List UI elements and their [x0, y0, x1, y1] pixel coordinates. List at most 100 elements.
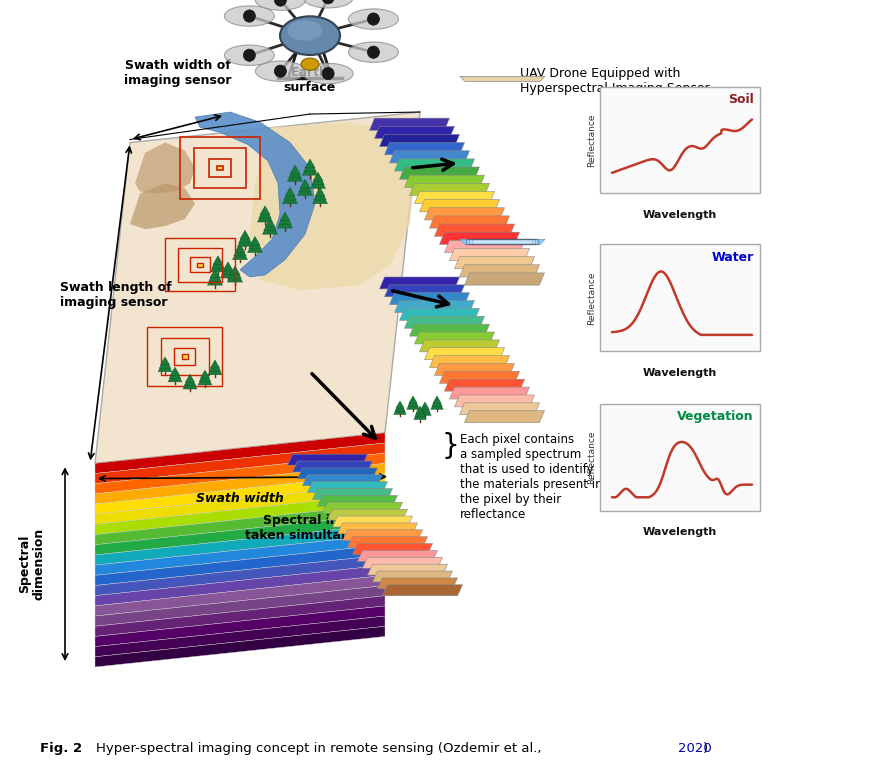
- Circle shape: [323, 0, 334, 4]
- Polygon shape: [184, 375, 196, 385]
- Polygon shape: [464, 273, 545, 285]
- Polygon shape: [240, 230, 250, 239]
- Polygon shape: [158, 360, 172, 372]
- Polygon shape: [313, 172, 323, 181]
- Polygon shape: [419, 200, 500, 212]
- Polygon shape: [195, 112, 315, 277]
- Text: Wavelength: Wavelength: [643, 367, 717, 378]
- Polygon shape: [95, 473, 385, 514]
- Polygon shape: [396, 401, 404, 409]
- Polygon shape: [95, 555, 385, 596]
- Polygon shape: [332, 516, 413, 527]
- Circle shape: [275, 65, 286, 77]
- Polygon shape: [357, 551, 438, 562]
- Polygon shape: [95, 566, 385, 606]
- Polygon shape: [284, 189, 296, 200]
- Polygon shape: [95, 443, 385, 484]
- Polygon shape: [369, 118, 449, 130]
- Polygon shape: [449, 249, 530, 261]
- Text: Wavelength: Wavelength: [643, 210, 717, 220]
- Circle shape: [368, 46, 379, 58]
- Polygon shape: [460, 239, 545, 244]
- Polygon shape: [159, 358, 171, 368]
- Polygon shape: [213, 256, 223, 264]
- Polygon shape: [408, 397, 418, 406]
- Polygon shape: [283, 190, 298, 204]
- Polygon shape: [432, 396, 441, 403]
- Ellipse shape: [303, 63, 354, 83]
- Polygon shape: [405, 317, 485, 328]
- Polygon shape: [323, 502, 402, 513]
- Polygon shape: [198, 373, 212, 385]
- Text: }: }: [441, 432, 459, 460]
- Polygon shape: [95, 484, 385, 524]
- Polygon shape: [368, 564, 447, 575]
- Polygon shape: [460, 264, 540, 277]
- Polygon shape: [228, 269, 243, 282]
- Text: Fig. 2: Fig. 2: [40, 742, 82, 755]
- FancyBboxPatch shape: [472, 239, 532, 244]
- Bar: [165, 238, 235, 291]
- Polygon shape: [419, 340, 500, 352]
- Polygon shape: [299, 181, 311, 192]
- Polygon shape: [289, 167, 301, 178]
- Polygon shape: [95, 534, 385, 576]
- Polygon shape: [347, 537, 428, 548]
- Polygon shape: [259, 207, 271, 218]
- Polygon shape: [95, 606, 385, 647]
- Polygon shape: [343, 530, 423, 541]
- Polygon shape: [95, 433, 385, 473]
- Polygon shape: [379, 134, 460, 147]
- Text: Water: Water: [711, 250, 754, 264]
- Polygon shape: [464, 411, 545, 423]
- Ellipse shape: [255, 61, 306, 81]
- Polygon shape: [421, 402, 429, 410]
- Polygon shape: [302, 162, 317, 176]
- Text: Spectral images
taken simultaneously: Spectral images taken simultaneously: [245, 514, 395, 542]
- Text: UAV Drone Equipped with
Hyperspectral Imaging Sensor: UAV Drone Equipped with Hyperspectral Im…: [520, 67, 710, 95]
- Circle shape: [244, 49, 255, 62]
- Polygon shape: [385, 143, 464, 154]
- Polygon shape: [285, 187, 295, 197]
- Polygon shape: [390, 292, 470, 305]
- Polygon shape: [390, 151, 470, 163]
- Polygon shape: [200, 370, 210, 378]
- Polygon shape: [419, 405, 431, 416]
- Text: Swath width: Swath width: [196, 492, 284, 505]
- Polygon shape: [338, 523, 417, 534]
- Polygon shape: [183, 377, 197, 389]
- Polygon shape: [377, 578, 457, 589]
- Polygon shape: [265, 218, 275, 227]
- Polygon shape: [234, 245, 246, 256]
- Polygon shape: [211, 259, 226, 272]
- Polygon shape: [235, 243, 245, 253]
- Polygon shape: [260, 206, 270, 215]
- Text: Reflectance: Reflectance: [587, 113, 596, 167]
- Bar: [182, 354, 188, 359]
- Polygon shape: [394, 159, 475, 171]
- Polygon shape: [230, 266, 240, 275]
- Polygon shape: [223, 262, 233, 271]
- Polygon shape: [199, 371, 211, 381]
- Polygon shape: [304, 161, 316, 172]
- Polygon shape: [170, 367, 180, 375]
- Polygon shape: [310, 176, 325, 189]
- Ellipse shape: [280, 16, 340, 55]
- Bar: [198, 263, 203, 267]
- Polygon shape: [160, 357, 169, 365]
- Text: Soil: Soil: [728, 93, 754, 105]
- Polygon shape: [95, 616, 385, 657]
- Polygon shape: [313, 190, 328, 204]
- Polygon shape: [229, 268, 241, 278]
- Polygon shape: [400, 167, 479, 179]
- Polygon shape: [362, 557, 442, 568]
- Polygon shape: [385, 285, 464, 296]
- Text: Swath width of
imaging sensor: Swath width of imaging sensor: [124, 58, 232, 87]
- Polygon shape: [209, 271, 222, 282]
- Polygon shape: [262, 221, 277, 234]
- Polygon shape: [353, 544, 432, 555]
- Polygon shape: [328, 509, 408, 520]
- Polygon shape: [315, 187, 325, 197]
- Ellipse shape: [224, 6, 275, 27]
- Text: Each pixel contains
a sampled spectrum
that is used to identify
the materials pr: Each pixel contains a sampled spectrum t…: [460, 433, 602, 521]
